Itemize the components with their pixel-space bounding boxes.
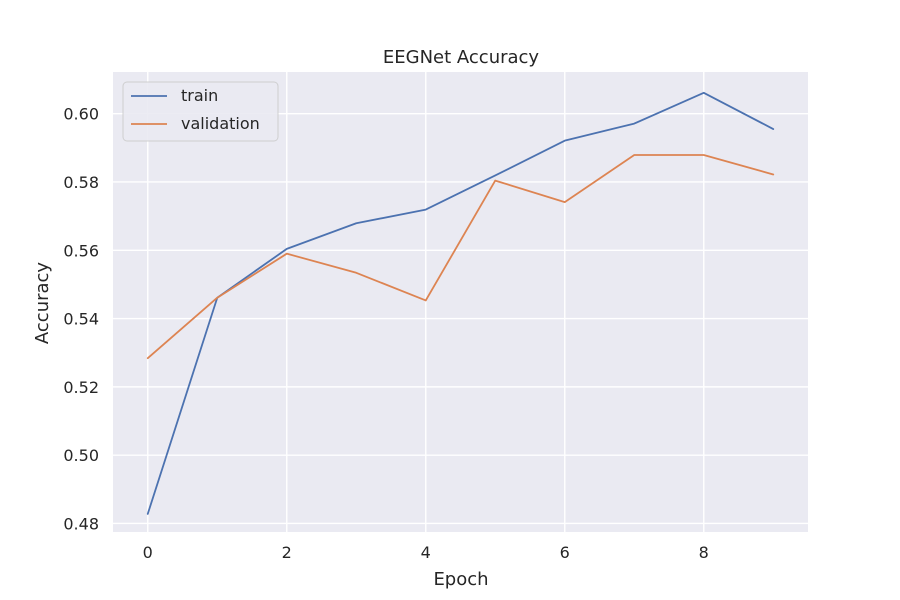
y-tick-label: 0.54: [63, 310, 99, 329]
y-axis-label: Accuracy: [32, 262, 53, 345]
x-tick-label: 8: [699, 543, 709, 562]
grid: [113, 72, 808, 532]
series-line-train: [146, 91, 775, 515]
y-tick-label: 0.56: [63, 241, 99, 260]
x-tick-label: 0: [143, 543, 153, 562]
x-tick-label: 2: [282, 543, 292, 562]
chart-title: EEGNet Accuracy: [383, 47, 540, 68]
legend-label-train: train: [181, 86, 218, 105]
series-lines: [146, 91, 775, 515]
series-line-validation: [146, 154, 775, 360]
x-tick-labels: 0 2 4 6 8: [143, 543, 709, 562]
legend: train validation: [122, 81, 279, 142]
y-tick-label: 0.52: [63, 378, 99, 397]
y-tick-labels: 0.48 0.50 0.52 0.54 0.56 0.58 0.60: [63, 105, 99, 534]
x-axis-label: Epoch: [433, 569, 488, 590]
y-tick-label: 0.48: [63, 514, 99, 533]
legend-label-validation: validation: [181, 114, 260, 133]
y-tick-label: 0.60: [63, 105, 99, 124]
y-tick-label: 0.50: [63, 446, 99, 465]
x-tick-label: 4: [421, 543, 431, 562]
x-tick-label: 6: [560, 543, 570, 562]
y-tick-label: 0.58: [63, 173, 99, 192]
